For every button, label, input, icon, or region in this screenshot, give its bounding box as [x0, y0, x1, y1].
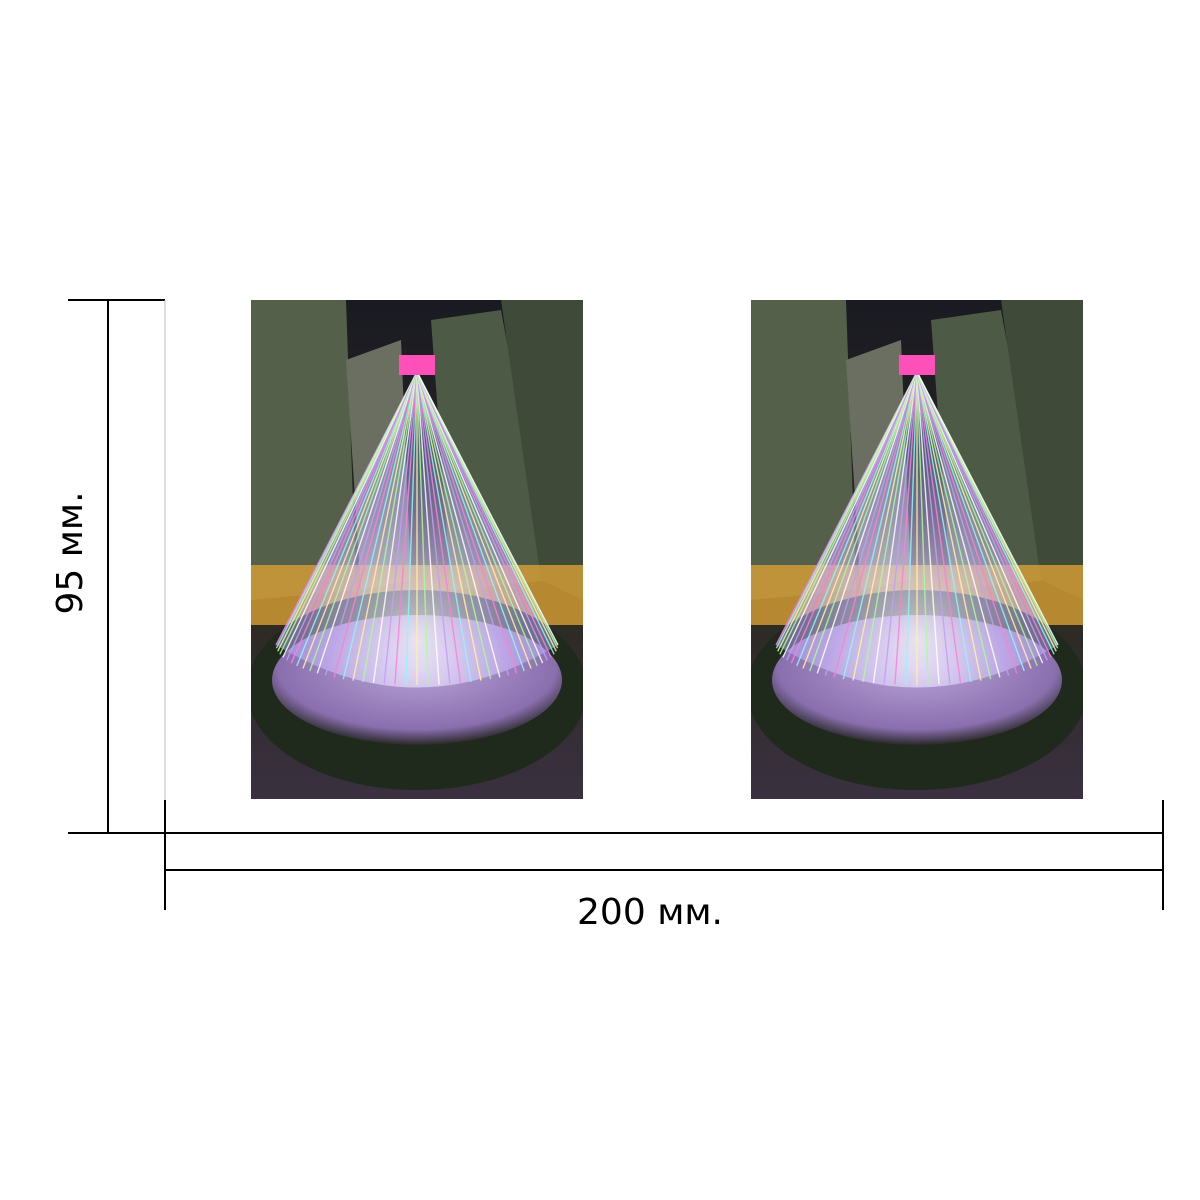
width-label: 200 мм.: [577, 892, 723, 933]
product-photo: [751, 300, 1083, 799]
height-label: 95 мм.: [50, 491, 91, 614]
product-photo: [251, 300, 583, 799]
